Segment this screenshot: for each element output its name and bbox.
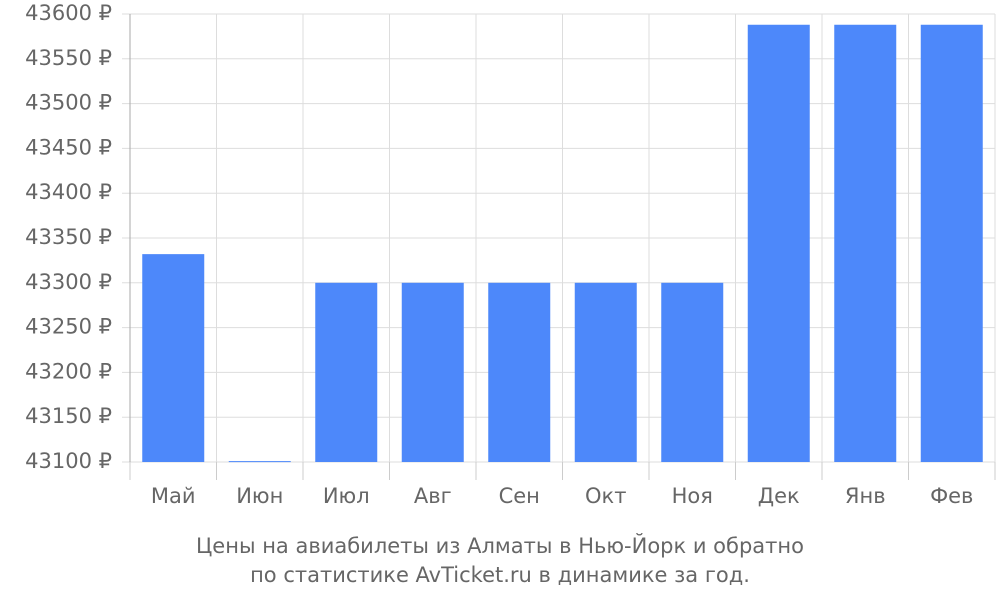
- caption-line: Цены на авиабилеты из Алматы в Нью-Йорк …: [196, 533, 804, 558]
- x-tick-label: Фев: [930, 484, 973, 508]
- y-tick-label: 43300 ₽: [25, 270, 112, 294]
- bar: [142, 254, 205, 462]
- x-tick-label: Авг: [414, 484, 452, 508]
- bar: [401, 282, 464, 462]
- x-tick-label: Июн: [236, 484, 283, 508]
- x-tick-label: Окт: [585, 484, 626, 508]
- bar: [661, 282, 724, 462]
- x-tick-label: Ноя: [672, 484, 713, 508]
- y-tick-label: 43600 ₽: [25, 1, 112, 25]
- y-tick-label: 43150 ₽: [25, 404, 112, 428]
- y-tick-label: 43500 ₽: [25, 91, 112, 115]
- y-tick-label: 43200 ₽: [25, 359, 112, 383]
- bar: [920, 24, 983, 462]
- x-tick-label: Сен: [499, 484, 540, 508]
- y-tick-label: 43550 ₽: [25, 46, 112, 70]
- y-tick-label: 43400 ₽: [25, 180, 112, 204]
- bar: [228, 461, 291, 463]
- y-tick-label: 43350 ₽: [25, 225, 112, 249]
- bar: [488, 282, 551, 462]
- y-tick-label: 43450 ₽: [25, 135, 112, 159]
- caption-line: по статистике AvTicket.ru в динамике за …: [250, 563, 750, 587]
- y-tick-label: 43100 ₽: [25, 449, 112, 473]
- bar: [834, 24, 897, 462]
- x-tick-label: Июл: [323, 484, 370, 508]
- y-tick-label: 43250 ₽: [25, 315, 112, 339]
- x-tick-label: Янв: [845, 484, 886, 508]
- bar: [574, 282, 637, 462]
- x-tick-label: Дек: [758, 484, 800, 508]
- bar: [747, 24, 810, 462]
- x-tick-label: Май: [151, 484, 196, 508]
- bar: [315, 282, 378, 462]
